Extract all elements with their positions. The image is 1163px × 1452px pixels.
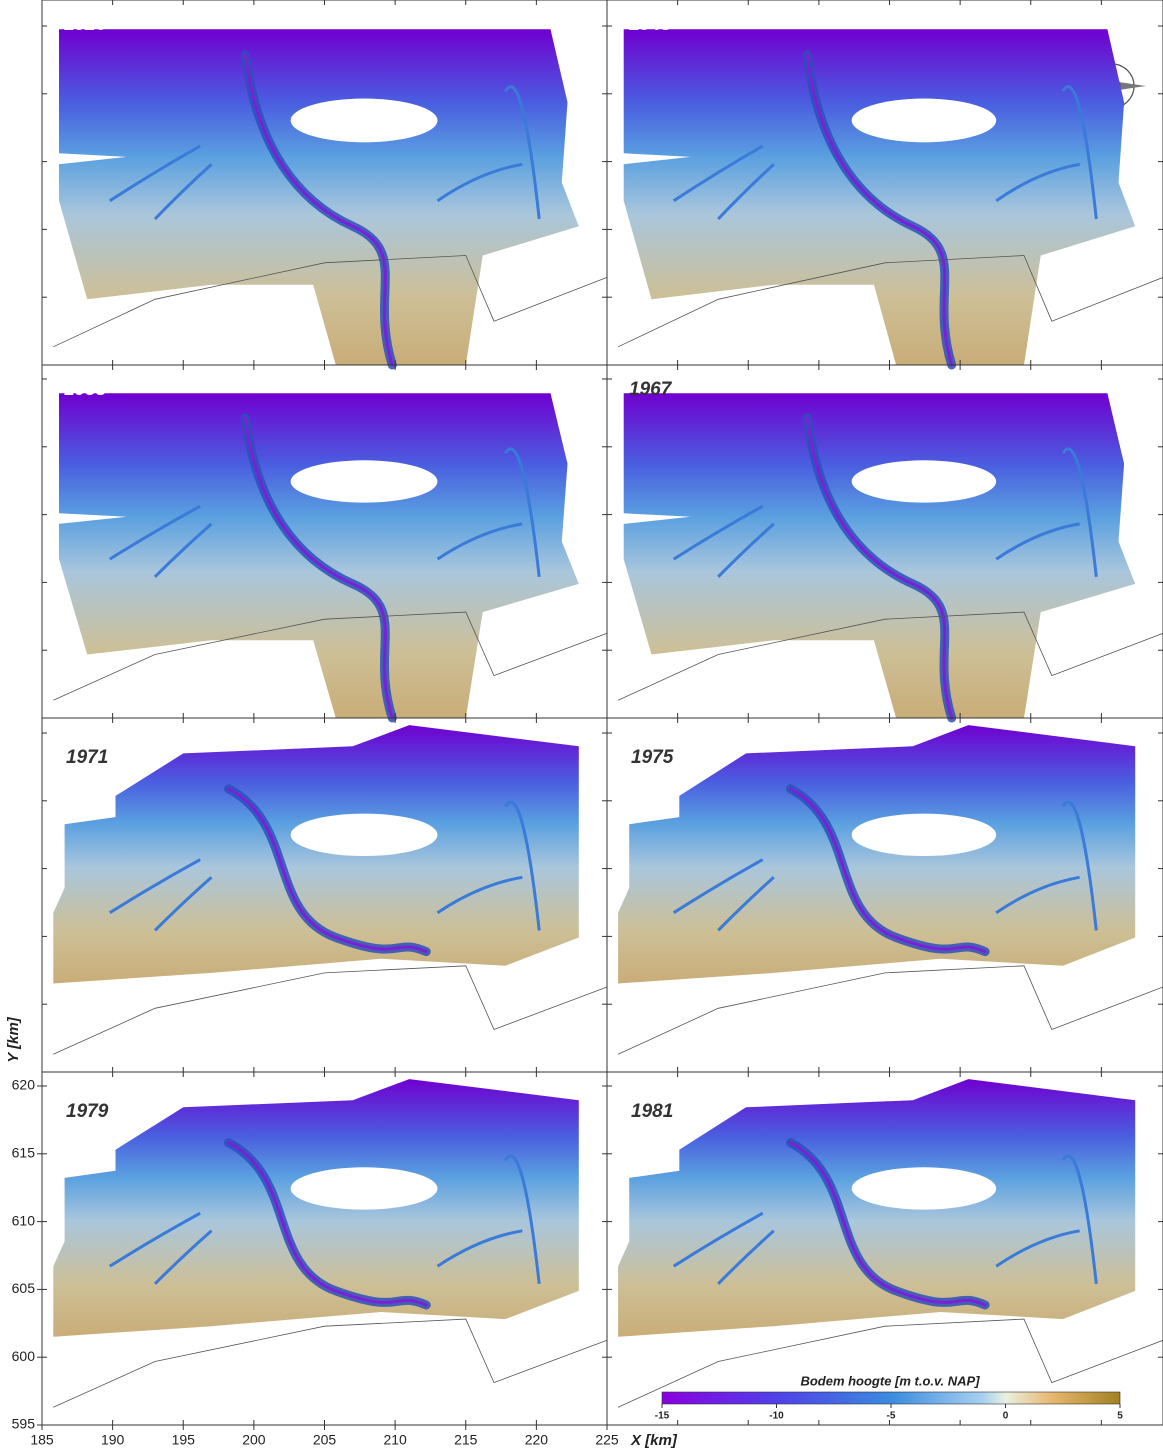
x-tick-label: 220 bbox=[525, 1432, 549, 1448]
seabed-area bbox=[53, 725, 579, 983]
colorbar-title: Bodem hoogte [m t.o.v. NAP] bbox=[800, 1373, 980, 1388]
map-panel bbox=[607, 1072, 1163, 1425]
colorbar-tick-label: 0 bbox=[1003, 1411, 1009, 1422]
colorbar bbox=[662, 1392, 1120, 1404]
island bbox=[852, 99, 997, 143]
panel-year: 1981 bbox=[631, 1101, 673, 1122]
x-tick-label: 200 bbox=[242, 1432, 266, 1448]
island bbox=[291, 814, 438, 856]
panel-year: 1948 bbox=[629, 14, 672, 35]
panel-year: 1975 bbox=[631, 747, 674, 768]
colorbar-tick-label: 5 bbox=[1117, 1411, 1123, 1422]
x-axis-label: X [km] bbox=[630, 1432, 678, 1449]
coastline bbox=[53, 1319, 607, 1407]
panel-year: 1967 bbox=[629, 379, 673, 400]
y-tick-label: 615 bbox=[12, 1145, 36, 1161]
island bbox=[291, 460, 438, 502]
map-panel bbox=[42, 718, 607, 1072]
panel-year: 1926 bbox=[64, 14, 107, 35]
map-panel bbox=[607, 718, 1163, 1072]
seabed-area bbox=[59, 29, 579, 365]
colorbar-tick-label: -15 bbox=[655, 1411, 670, 1422]
seabed-area bbox=[618, 725, 1135, 983]
panel-year: 1979 bbox=[66, 1101, 109, 1122]
map-panel bbox=[607, 0, 1163, 365]
island bbox=[291, 99, 438, 143]
map-panel bbox=[42, 0, 607, 365]
y-tick-label: 620 bbox=[12, 1077, 36, 1093]
y-tick-label: 600 bbox=[12, 1348, 36, 1364]
panel-year: 1958 bbox=[64, 379, 107, 400]
map-panel bbox=[42, 1072, 607, 1425]
colorbar-tick-label: -10 bbox=[769, 1411, 784, 1422]
x-tick-label: 225 bbox=[595, 1432, 619, 1448]
island bbox=[852, 1167, 997, 1209]
panel-year: 1971 bbox=[66, 747, 108, 768]
figure: Y [km] X [km] Bodem hoogte [m t.o.v. NAP… bbox=[0, 0, 1163, 1452]
colorbar-tick-label: -5 bbox=[887, 1411, 896, 1422]
coastline bbox=[618, 966, 1163, 1055]
seabed-area bbox=[624, 29, 1135, 365]
x-tick-label: 185 bbox=[30, 1432, 54, 1448]
x-tick-label: 190 bbox=[101, 1432, 125, 1448]
y-tick-label: 610 bbox=[12, 1212, 36, 1228]
island bbox=[852, 460, 997, 502]
map-panel bbox=[607, 365, 1163, 718]
x-tick-label: 215 bbox=[454, 1432, 478, 1448]
seabed-area bbox=[53, 1079, 579, 1337]
island bbox=[852, 814, 997, 856]
coastline bbox=[53, 966, 607, 1055]
y-tick-label: 605 bbox=[12, 1280, 36, 1296]
seabed-area bbox=[624, 393, 1135, 718]
seabed-area bbox=[59, 393, 579, 718]
y-tick-label: 595 bbox=[12, 1416, 36, 1432]
map-panel bbox=[42, 365, 607, 718]
seabed-area bbox=[618, 1079, 1135, 1337]
island bbox=[291, 1167, 438, 1209]
x-tick-label: 195 bbox=[172, 1432, 196, 1448]
y-axis-label: Y [km] bbox=[5, 1016, 22, 1063]
x-tick-label: 210 bbox=[383, 1432, 407, 1448]
x-tick-label: 205 bbox=[313, 1432, 337, 1448]
